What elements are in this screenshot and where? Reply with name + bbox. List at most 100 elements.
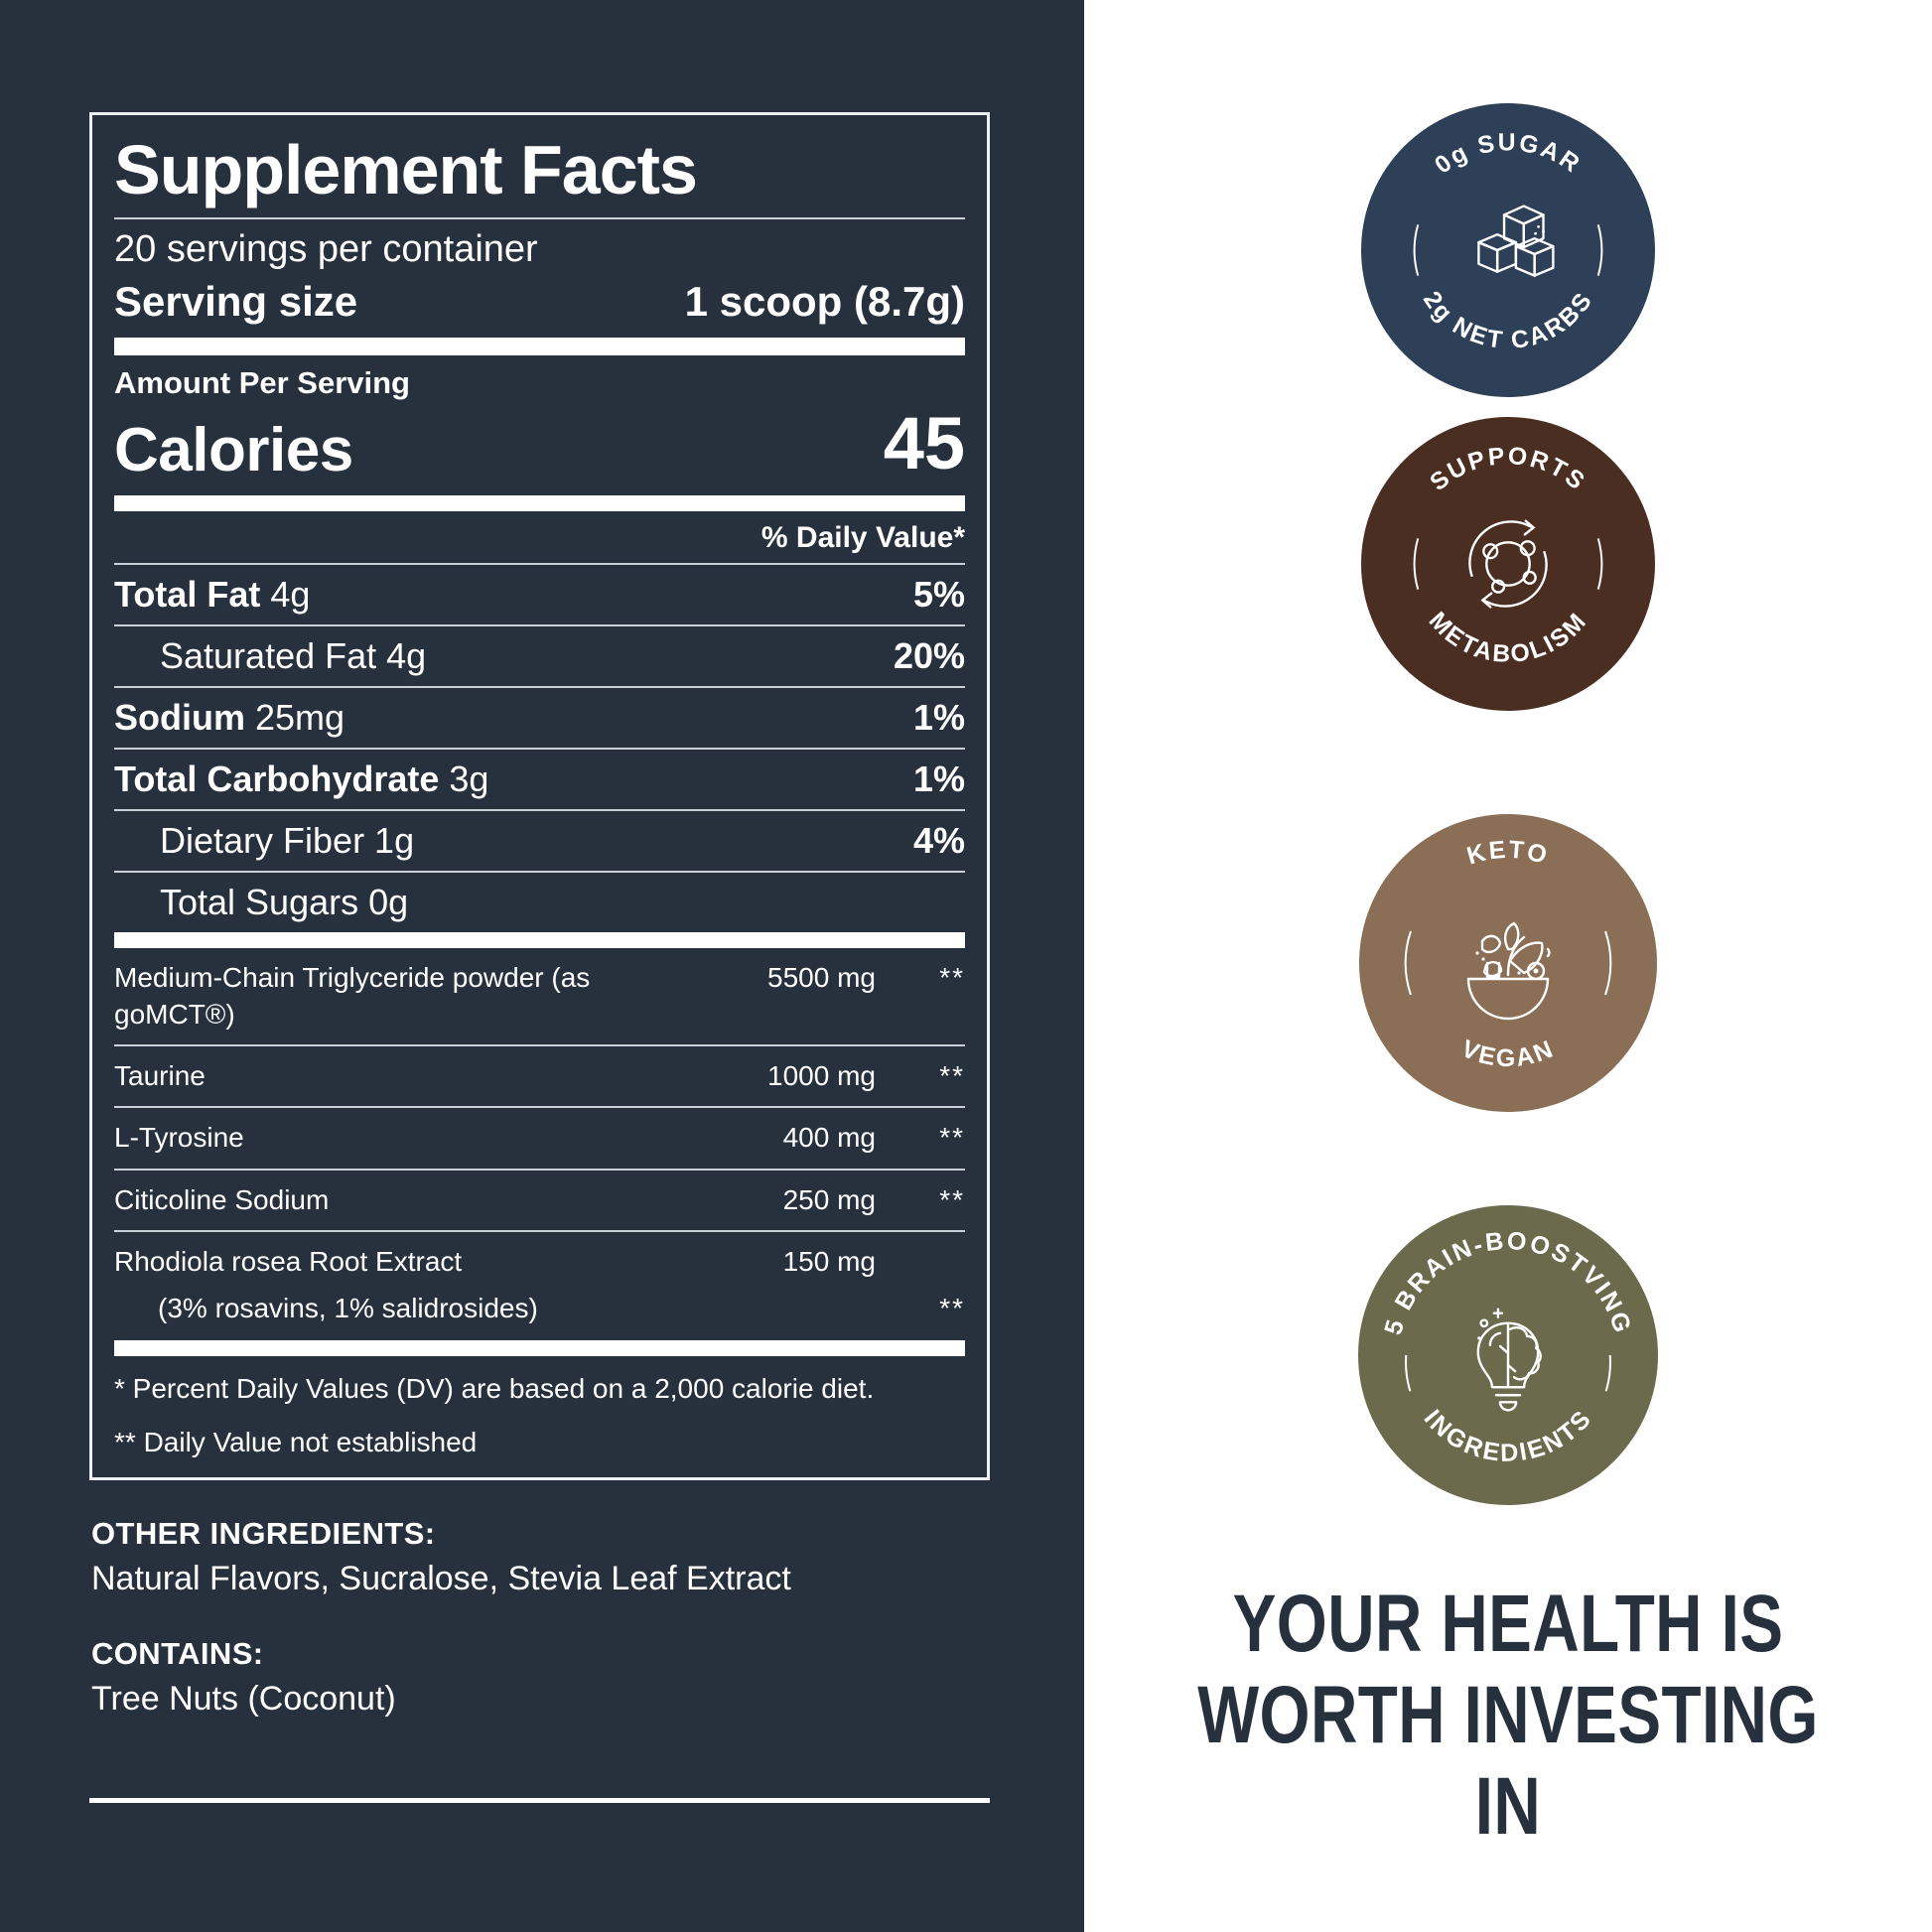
badge-keto: KETO VEGAN bbox=[1359, 814, 1657, 1112]
calories-row: Calories 45 bbox=[114, 401, 965, 495]
badge-brain-top-text: 5 BRAIN-BOOSTVING bbox=[1379, 1227, 1637, 1338]
thick-divider-2 bbox=[114, 495, 965, 512]
thick-divider-3 bbox=[114, 932, 965, 949]
thick-divider bbox=[114, 338, 965, 356]
nutrient-name: Total Sugars 0g bbox=[160, 882, 409, 923]
ingredient-name: Citicoline Sodium bbox=[114, 1183, 330, 1215]
calories-label: Calories bbox=[114, 416, 353, 485]
nutrient-label: Total Carbohydrate bbox=[114, 759, 440, 800]
ingredient-amount: 400 mg bbox=[782, 1122, 876, 1154]
badge-metabolism-top-text: SUPPORTS bbox=[1426, 443, 1591, 496]
badge-keto-top-text: KETO bbox=[1463, 836, 1552, 871]
daily-value-header: % Daily Value* bbox=[760, 521, 965, 555]
divider bbox=[114, 871, 965, 874]
badge-sugar: 0g SUGAR 2g NET CARBS bbox=[1361, 103, 1655, 397]
table-row: Sodium 25mg 1% bbox=[114, 688, 965, 748]
bottom-divider bbox=[89, 1798, 990, 1803]
contains-body: Tree Nuts (Coconut) bbox=[91, 1680, 396, 1718]
ingredient-amount: 150 mg bbox=[782, 1246, 876, 1278]
ingredient-name: Rhodiola rosea Root Extract (3% rosavins… bbox=[114, 1244, 672, 1326]
tagline: YOUR HEALTH IS WORTH INVESTING IN bbox=[1169, 1579, 1847, 1852]
badge-metabolism-bottom-text: METABOLISM bbox=[1424, 608, 1593, 669]
nutrient-dv: 5% bbox=[912, 574, 965, 616]
ingredient-label: Rhodiola rosea Root Extract bbox=[114, 1246, 463, 1278]
table-row: Rhodiola rosea Root Extract (3% rosavins… bbox=[114, 1232, 965, 1340]
divider bbox=[114, 748, 965, 751]
badge-sugar-bottom-text: 2g NET CARBS bbox=[1418, 287, 1598, 354]
table-row: Dietary Fiber 1g 4% bbox=[114, 811, 965, 871]
contains-section: CONTAINS: Tree Nuts (Coconut) bbox=[91, 1636, 1005, 1719]
supplement-facts-title: Supplement Facts bbox=[114, 131, 698, 208]
nutrient-name: Total Fat 4g bbox=[114, 574, 310, 616]
table-row: Total Sugars 0g bbox=[114, 873, 965, 932]
nutrient-dv: 20% bbox=[893, 635, 965, 677]
ingredient-name: Taurine bbox=[114, 1059, 206, 1091]
divider bbox=[114, 686, 965, 689]
footnote-not-established: ** Daily Value not established bbox=[114, 1426, 478, 1457]
brain-bulb-icon bbox=[1476, 1308, 1542, 1412]
amount-per-serving-label: Amount Per Serving bbox=[114, 365, 410, 401]
nutrient-name: Dietary Fiber 1g bbox=[160, 820, 415, 862]
table-row: Saturated Fat 4g 20% bbox=[114, 626, 965, 686]
badge-brain-boosting: 5 BRAIN-BOOSTVING INGREDIENTS bbox=[1358, 1205, 1658, 1505]
ingredient-dv: ** bbox=[939, 1183, 965, 1215]
divider bbox=[114, 1043, 965, 1046]
ingredient-dv: ** bbox=[939, 1059, 965, 1091]
divider bbox=[114, 216, 965, 219]
dark-background-panel bbox=[0, 0, 1084, 1932]
nutrient-name: Saturated Fat 4g bbox=[160, 635, 427, 677]
ingredient-dv: ** bbox=[939, 1122, 965, 1154]
footnote-daily-values: * Percent Daily Values (DV) are based on… bbox=[114, 1372, 875, 1404]
ingredient-dv: ** bbox=[939, 962, 965, 994]
other-ingredients-section: OTHER INGREDIENTS: Natural Flavors, Sucr… bbox=[91, 1516, 1005, 1598]
badge-metabolism: SUPPORTS METABOLISM bbox=[1361, 417, 1655, 711]
nutrient-label: Total Fat bbox=[114, 574, 261, 616]
badge-keto-bottom-text: VEGAN bbox=[1457, 1035, 1559, 1072]
nutrient-label: Sodium bbox=[114, 697, 245, 739]
other-ingredients-body: Natural Flavors, Sucralose, Stevia Leaf … bbox=[91, 1560, 791, 1597]
badge-column: 0g SUGAR 2g NET CARBS bbox=[1084, 0, 1932, 1932]
ingredient-dv: ** bbox=[939, 1292, 965, 1323]
divider bbox=[114, 1168, 965, 1171]
metabolism-cycle-icon bbox=[1468, 519, 1548, 609]
nutrient-dv: 1% bbox=[912, 759, 965, 800]
divider bbox=[114, 563, 965, 566]
table-row: Total Carbohydrate 3g 1% bbox=[114, 750, 965, 809]
nutrient-dv: 1% bbox=[912, 697, 965, 739]
sugar-cubes-icon bbox=[1477, 205, 1555, 277]
tagline-line-1: YOUR HEALTH IS bbox=[1232, 1579, 1784, 1669]
divider bbox=[114, 809, 965, 812]
table-row: Citicoline Sodium 250 mg ** bbox=[114, 1171, 965, 1230]
nutrient-name: Total Carbohydrate 3g bbox=[114, 759, 488, 800]
ingredient-subnote: (3% rosavins, 1% salidrosides) bbox=[158, 1292, 538, 1323]
nutrient-dv: 4% bbox=[912, 820, 965, 862]
nutrient-amount: 4g bbox=[270, 574, 311, 616]
tagline-line-2: WORTH INVESTING IN bbox=[1197, 1669, 1819, 1852]
serving-size-row: Serving size 1 scoop (8.7g) bbox=[114, 276, 965, 338]
ingredient-name: L-Tyrosine bbox=[114, 1122, 244, 1154]
servings-per-container: 20 servings per container bbox=[114, 227, 538, 270]
serving-size-label: Serving size bbox=[114, 278, 358, 326]
ingredient-amount: 250 mg bbox=[782, 1183, 876, 1215]
nutrient-amount: 3g bbox=[449, 759, 489, 800]
badge-sugar-top-text: 0g SUGAR bbox=[1430, 129, 1586, 179]
divider bbox=[114, 1230, 965, 1233]
table-row: Medium-Chain Triglyceride powder (as goM… bbox=[114, 948, 965, 1044]
contains-heading: CONTAINS: bbox=[91, 1636, 264, 1671]
ingredient-amount: 5500 mg bbox=[767, 962, 876, 994]
divider bbox=[114, 1106, 965, 1109]
supplement-facts-box: Supplement Facts 20 servings per contain… bbox=[89, 112, 990, 1480]
table-row: L-Tyrosine 400 mg ** bbox=[114, 1108, 965, 1168]
badge-brain-bottom-text: INGREDIENTS bbox=[1419, 1404, 1598, 1467]
ingredient-name: Medium-Chain Triglyceride powder (as goM… bbox=[114, 962, 591, 1030]
nutrient-name: Sodium 25mg bbox=[114, 697, 345, 739]
table-row: Taurine 1000 mg ** bbox=[114, 1046, 965, 1106]
other-ingredients-heading: OTHER INGREDIENTS: bbox=[91, 1516, 436, 1551]
nutrient-amount: 25mg bbox=[255, 697, 345, 739]
divider bbox=[114, 624, 965, 627]
serving-size-value: 1 scoop (8.7g) bbox=[684, 278, 965, 326]
ingredient-amount: 1000 mg bbox=[767, 1059, 876, 1091]
thick-divider-4 bbox=[114, 1339, 965, 1356]
table-row: Total Fat 4g 5% bbox=[114, 565, 965, 624]
salad-bowl-icon bbox=[1466, 921, 1551, 1021]
